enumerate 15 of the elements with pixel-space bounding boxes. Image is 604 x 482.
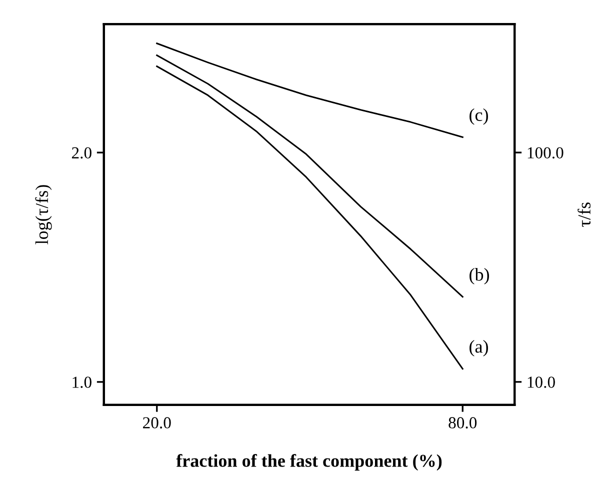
series-label: (c) <box>470 108 488 125</box>
line-series <box>156 42 464 138</box>
y2-tick-label: 10.0 <box>528 376 555 388</box>
series-label: (b) <box>470 268 490 284</box>
y-axis-title: log(τ/fs) <box>35 185 52 244</box>
line-series <box>156 54 464 298</box>
y-tick-label: 1.0 <box>72 376 92 388</box>
y2-tick-label: 100.0 <box>528 147 564 159</box>
x-tick-label: 20.0 <box>143 417 171 428</box>
x-tick-label: 80.0 <box>448 417 477 428</box>
line-series <box>156 66 464 370</box>
x-axis-title: fraction of the fast component (%) <box>176 454 442 471</box>
y-tick-label: 2.0 <box>72 147 92 159</box>
series-label: (a) <box>470 340 488 356</box>
y2-axis-title: τ/fs <box>578 202 591 227</box>
